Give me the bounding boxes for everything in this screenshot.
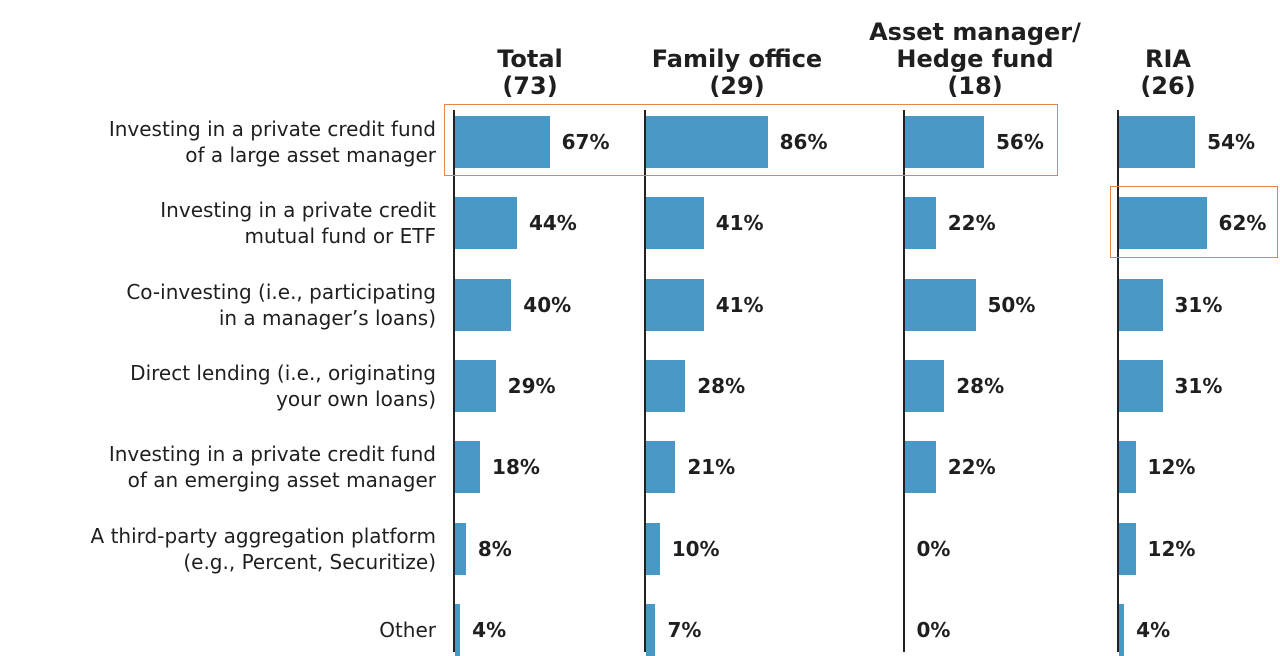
value-label: 67% (561, 130, 610, 154)
value-label: 31% (1174, 292, 1223, 317)
bar (1118, 522, 1136, 575)
bar (454, 441, 481, 494)
panel-header: Asset manager/ Hedge fund (18) (855, 19, 1095, 100)
category-label: A third-party aggregation platform (e.g.… (90, 523, 436, 574)
value-label: 10% (671, 536, 720, 561)
category-label: Co-investing (i.e., participating in a m… (126, 279, 436, 330)
value-label: 12% (1147, 455, 1196, 480)
bar (1118, 359, 1163, 412)
value-label: 54% (1207, 130, 1256, 154)
bar (904, 278, 976, 331)
axis-line (644, 110, 646, 652)
highlight-box (444, 104, 1058, 176)
bar (454, 359, 496, 412)
value-label: 62% (1218, 211, 1267, 236)
panel-header: RIA (26) (1048, 46, 1280, 100)
panel-name: RIA (1145, 45, 1191, 73)
value-label: 21% (687, 455, 736, 480)
bar (1118, 603, 1125, 656)
value-label: 41% (715, 211, 764, 236)
panel-sample: (73) (502, 72, 558, 100)
highlight-box (1110, 186, 1278, 258)
bar (454, 197, 517, 250)
category-label: Investing in a private credit fund of a … (108, 117, 436, 167)
bar (645, 441, 676, 494)
value-label: 7% (667, 617, 702, 642)
value-label: 40% (523, 292, 572, 317)
bar (454, 278, 512, 331)
value-label: 4% (1136, 617, 1171, 642)
axis-line (1117, 110, 1119, 652)
value-label: 86% (779, 130, 828, 154)
panel-name: Asset manager/ Hedge fund (869, 18, 1081, 73)
value-label: 0% (916, 536, 951, 561)
panel-sample: (26) (1140, 72, 1196, 100)
value-label: 18% (492, 455, 540, 480)
panel-name: Family office (651, 45, 823, 73)
bar (904, 441, 936, 494)
value-label: 22% (947, 211, 996, 236)
value-label: 22% (947, 455, 996, 480)
bar (1118, 441, 1136, 494)
bar (454, 116, 550, 168)
value-label: 56% (996, 130, 1044, 154)
bar (645, 116, 768, 168)
value-label: 28% (956, 373, 1005, 398)
bar (645, 359, 686, 412)
bar (645, 522, 660, 575)
axis-line (453, 110, 455, 652)
bar (1118, 197, 1207, 250)
bar (1118, 278, 1163, 331)
bar (645, 278, 704, 331)
value-label: 12% (1147, 536, 1196, 561)
value-label: 44% (528, 211, 577, 236)
value-label: 4% (472, 617, 507, 642)
bar (904, 116, 985, 168)
value-label: 50% (987, 292, 1036, 317)
category-label: Direct lending (i.e., originating your o… (130, 360, 436, 411)
panel-sample: (18) (947, 72, 1003, 100)
value-label: 31% (1174, 373, 1223, 398)
panel-header: Family office (29) (617, 46, 857, 100)
bar (645, 197, 704, 250)
value-label: 28% (697, 373, 746, 398)
panel-name: Total (497, 45, 563, 73)
value-label: 29% (507, 373, 556, 398)
bar (1118, 116, 1196, 168)
panel-sample: (29) (709, 72, 765, 100)
value-label: 41% (715, 292, 764, 317)
category-label: Other (379, 617, 436, 642)
bar (645, 603, 656, 656)
axis-line (903, 110, 905, 652)
category-label: Investing in a private credit mutual fun… (160, 198, 436, 249)
value-label: 8% (477, 536, 512, 561)
bar (454, 522, 466, 575)
category-label: Investing in a private credit fund of an… (108, 442, 436, 493)
value-label: 0% (916, 617, 951, 642)
panel-header: Total (73) (410, 46, 650, 100)
bar (904, 359, 945, 412)
bar (904, 197, 936, 250)
bar (454, 603, 461, 656)
